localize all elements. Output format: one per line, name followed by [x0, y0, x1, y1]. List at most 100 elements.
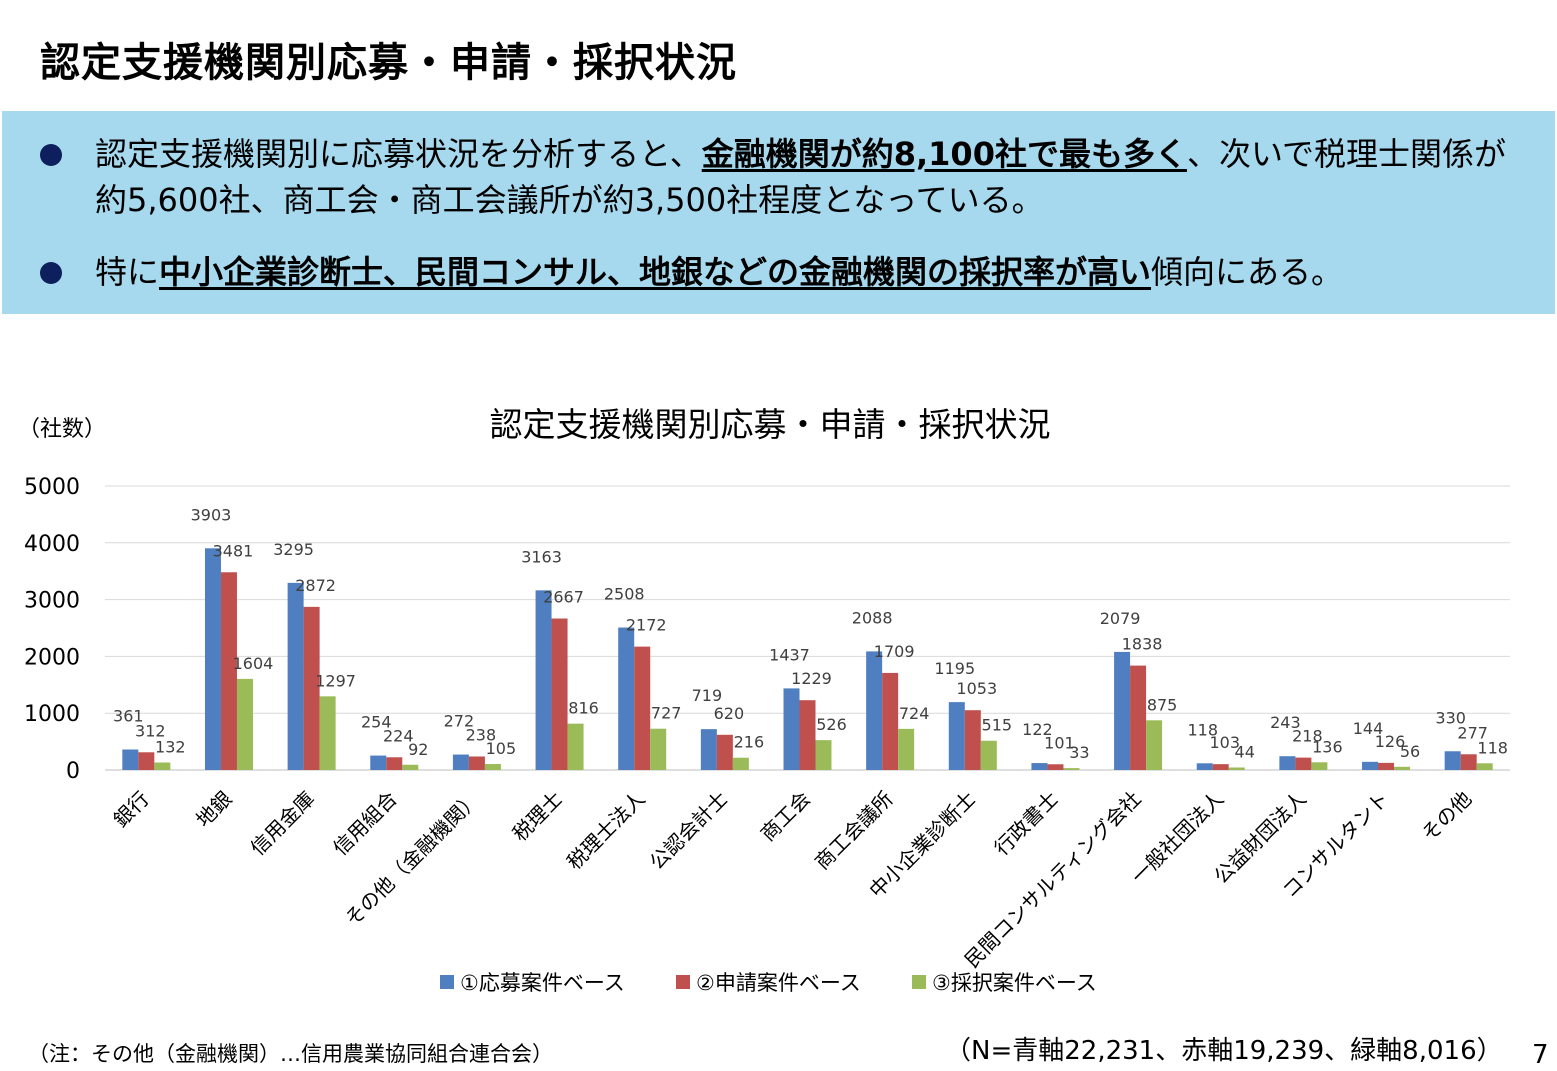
- sample-size-note: （N=青軸22,231、赤軸19,239、緑軸8,016）: [945, 1036, 1503, 1066]
- data-label: 132: [155, 738, 186, 757]
- bullet-dot-icon: [40, 144, 62, 166]
- data-label: 105: [486, 739, 517, 758]
- data-label: 724: [899, 704, 930, 723]
- x-tick-label: 商工会: [756, 787, 815, 846]
- bar: [154, 762, 171, 770]
- bar: [319, 696, 336, 770]
- legend-label: ③採択案件ベース: [932, 971, 1097, 995]
- bullet-1-text: 認定支援機関別に応募状況を分析すると、金融機関が約8,100社で最も多く、次いで…: [95, 131, 1535, 223]
- bar: [468, 756, 485, 770]
- bar: [287, 582, 304, 770]
- data-label: 515: [982, 716, 1013, 735]
- data-label: 254: [361, 713, 392, 732]
- x-tick-label: 銀行: [109, 787, 154, 832]
- bar: [236, 678, 253, 770]
- bullet-dot-icon: [40, 262, 62, 284]
- data-label: 3295: [273, 540, 314, 559]
- bar: [618, 627, 635, 770]
- bar: [948, 702, 965, 770]
- bar: [1394, 766, 1411, 770]
- data-label: 3903: [191, 505, 232, 524]
- y-tick-label: 4000: [24, 532, 80, 557]
- bar: [1047, 764, 1064, 770]
- legend-swatch: [676, 975, 690, 989]
- data-label: 103: [1209, 733, 1240, 752]
- bar: [220, 572, 237, 770]
- data-label: 727: [651, 704, 682, 723]
- bar: [1063, 768, 1080, 770]
- data-label: 2088: [852, 608, 893, 627]
- data-label: 361: [113, 706, 144, 725]
- y-axis-label: （社数）: [18, 417, 106, 442]
- bar: [122, 749, 139, 770]
- x-tick-label: 民間コンサルティング会社: [960, 787, 1146, 973]
- data-label: 2172: [626, 616, 667, 635]
- data-label: 875: [1147, 695, 1178, 714]
- data-label: 2079: [1100, 609, 1141, 628]
- data-label: 101: [1044, 733, 1075, 752]
- bar: [1460, 754, 1477, 770]
- summary-box: 認定支援機関別に応募状況を分析すると、金融機関が約8,100社で最も多く、次いで…: [2, 111, 1555, 314]
- data-label: 1838: [1122, 635, 1163, 654]
- bar: [535, 590, 552, 770]
- bullet-2-post: 傾向にある。: [1151, 253, 1344, 291]
- page-number: 7: [1532, 1040, 1549, 1070]
- legend: ①応募案件ベース ②申請案件ベース ③採択案件ベース: [440, 971, 1097, 995]
- data-label: 1195: [934, 659, 975, 678]
- bar: [1114, 651, 1131, 770]
- data-label: 3481: [213, 541, 254, 560]
- slide-title: 認定支援機関別応募・申請・採択状況: [40, 40, 737, 86]
- data-label: 1437: [769, 645, 810, 664]
- data-label: 118: [1477, 738, 1508, 757]
- data-label: 118: [1187, 720, 1218, 739]
- bars: [122, 548, 1493, 770]
- data-label: 2667: [543, 588, 584, 607]
- data-label: 330: [1435, 708, 1466, 727]
- x-tick-label: 地銀: [191, 787, 236, 832]
- bar: [1279, 756, 1296, 770]
- bar: [138, 752, 155, 770]
- data-label: 92: [408, 740, 428, 759]
- bar: [567, 723, 584, 770]
- data-label: 620: [714, 704, 745, 723]
- y-tick-label: 1000: [24, 702, 80, 727]
- bullet-2-text: 特に中小企業診断士、民間コンサル、地銀などの金融機関の採択率が高い傾向にある。: [95, 249, 1535, 295]
- x-tick-label: 信用組合: [328, 787, 402, 861]
- bar: [1444, 751, 1461, 770]
- data-label: 277: [1457, 723, 1488, 742]
- y-tick-label: 3000: [24, 589, 80, 614]
- bar: [370, 755, 387, 770]
- data-label: 238: [466, 725, 497, 744]
- bar: [1196, 763, 1213, 770]
- data-label: 3163: [521, 547, 562, 566]
- data-label: 218: [1292, 727, 1323, 746]
- data-label: 243: [1270, 713, 1301, 732]
- bar: [650, 728, 667, 770]
- data-label: 224: [383, 726, 414, 745]
- footnote: （注：その他（金融機関）…信用農業協同組合連合会）: [28, 1042, 553, 1066]
- bar: [964, 710, 981, 770]
- x-tick-label: 税理士法人: [562, 787, 650, 875]
- x-tick-label: 商工会議所: [810, 787, 898, 875]
- chart-title: 認定支援機関別応募・申請・採択状況: [490, 405, 1051, 444]
- bar: [1031, 763, 1048, 770]
- bar: [1146, 720, 1163, 770]
- data-label: 144: [1353, 719, 1384, 738]
- bullet-1-pre: 認定支援機関別に応募状況を分析すると、: [95, 135, 702, 173]
- bar: [1311, 762, 1328, 770]
- bar: [1476, 763, 1493, 770]
- data-label: 122: [1022, 720, 1053, 739]
- data-label: 1709: [874, 642, 915, 661]
- data-label: 1053: [956, 679, 997, 698]
- data-label: 1604: [233, 654, 274, 673]
- data-label: 2872: [295, 576, 336, 595]
- data-label: 56: [1400, 742, 1420, 761]
- legend-label: ①応募案件ベース: [460, 971, 625, 995]
- bar: [1228, 767, 1245, 770]
- data-label: 526: [816, 715, 847, 734]
- bar: [866, 651, 883, 770]
- bullet-2-emphasis: 中小企業診断士、民間コンサル、地銀などの金融機関の採択率が高い: [159, 253, 1152, 291]
- data-label: 44: [1235, 743, 1255, 762]
